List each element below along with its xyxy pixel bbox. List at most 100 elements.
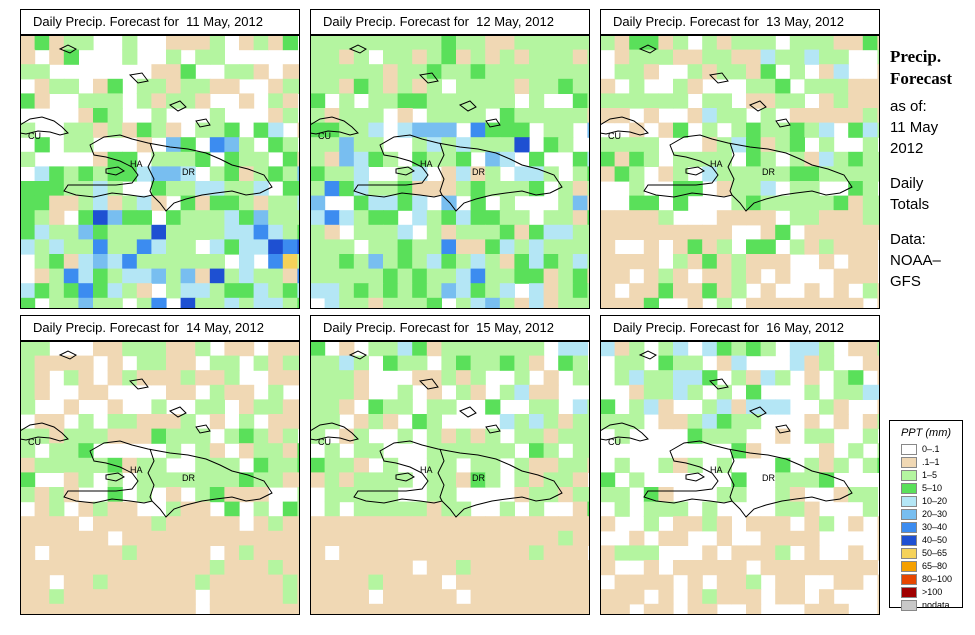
precip-cell: [877, 457, 880, 473]
precip-cell: [310, 93, 326, 109]
legend-label: 50–65: [922, 548, 948, 558]
precip-cell: [180, 384, 196, 400]
precip-cell: [862, 501, 878, 517]
precip-cell: [629, 574, 645, 590]
precip-cell: [543, 49, 559, 65]
precip-cell: [558, 122, 574, 138]
precip-cell: [529, 239, 545, 255]
precip-cell: [93, 166, 109, 182]
precip-cell: [78, 545, 94, 561]
precip-cell: [877, 195, 880, 211]
precip-cell: [49, 443, 65, 459]
precip-cell: [339, 108, 355, 124]
precip-cell: [368, 93, 384, 109]
precip-cell: [34, 355, 50, 371]
precip-cell: [558, 108, 574, 124]
precip-cell: [49, 487, 65, 503]
precip-cell: [499, 254, 515, 270]
precip-cell: [485, 530, 501, 546]
precip-cell: [775, 516, 791, 532]
precip-cell: [195, 487, 211, 503]
precip-cell: [339, 574, 355, 590]
precip-cell: [658, 414, 674, 430]
precip-cell: [224, 530, 240, 546]
precip-cell: [587, 414, 590, 430]
precip-cell: [297, 195, 300, 211]
legend-label: 65–80: [922, 561, 948, 571]
map-label-cuba: CU: [28, 437, 41, 447]
precip-cell: [514, 49, 530, 65]
precip-cell: [848, 560, 864, 576]
precip-cell: [600, 137, 616, 153]
precip-cell: [629, 181, 645, 197]
precip-cell: [310, 224, 326, 240]
precip-cell: [877, 151, 880, 167]
precip-cell: [572, 268, 588, 284]
precip-cell: [731, 35, 747, 51]
precip-cell: [456, 151, 472, 167]
precip-cell: [658, 122, 674, 138]
precip-cell: [716, 457, 732, 473]
precip-cell: [353, 268, 369, 284]
precip-cell: [862, 355, 878, 371]
precip-cell: [297, 472, 300, 488]
precip-cell: [687, 428, 703, 444]
precip-cell: [195, 574, 211, 590]
precip-cell: [166, 268, 182, 284]
precip-cell: [209, 137, 225, 153]
precip-cell: [353, 589, 369, 605]
precip-cell: [49, 239, 65, 255]
precip-cell: [543, 487, 559, 503]
coastline-tci: [775, 424, 791, 434]
precip-cell: [353, 166, 369, 182]
precip-cell: [34, 560, 50, 576]
precip-cell: [687, 239, 703, 255]
precip-cell: [572, 78, 588, 94]
legend-swatch: [901, 457, 917, 468]
precip-cell: [195, 210, 211, 226]
precip-cell: [93, 545, 109, 561]
legend-swatch: [901, 600, 917, 611]
precip-cell: [180, 370, 196, 386]
precip-cell: [833, 239, 849, 255]
coastline-cuba: [310, 422, 359, 442]
precip-map: CU HA DR: [310, 341, 590, 615]
precip-cell: [383, 283, 399, 299]
precip-cell: [572, 297, 588, 309]
precip-cell: [353, 472, 369, 488]
precip-cell: [716, 297, 732, 309]
precip-cell: [658, 487, 674, 503]
precip-cell: [383, 560, 399, 576]
precip-cell: [456, 574, 472, 590]
precip-cell: [716, 49, 732, 65]
legend-item: 30–40: [890, 521, 962, 534]
precip-cell: [397, 355, 413, 371]
precip-cell: [107, 224, 123, 240]
precip-cell: [558, 195, 574, 211]
precip-cell: [297, 487, 300, 503]
precip-cell: [195, 530, 211, 546]
precip-cell: [49, 457, 65, 473]
precip-cell: [20, 195, 36, 211]
precip-cell: [324, 501, 340, 517]
precip-cell: [209, 384, 225, 400]
data-source-line1: Data:: [890, 231, 926, 248]
precip-cell: [107, 239, 123, 255]
precip-cell: [470, 78, 486, 94]
precip-cell: [543, 108, 559, 124]
precip-cell: [34, 603, 50, 615]
precip-cell: [572, 574, 588, 590]
precip-cell: [253, 195, 269, 211]
precip-cell: [558, 589, 574, 605]
precip-cell: [136, 603, 152, 615]
precip-cell: [848, 35, 864, 51]
precip-cell: [587, 166, 590, 182]
precip-cell: [93, 254, 109, 270]
precip-cell: [441, 35, 457, 51]
precip-cell: [614, 341, 630, 357]
precip-cell: [731, 283, 747, 299]
precip-cell: [49, 355, 65, 371]
map-frame: [20, 35, 300, 309]
precip-cell: [268, 239, 284, 255]
precip-cell: [673, 370, 689, 386]
